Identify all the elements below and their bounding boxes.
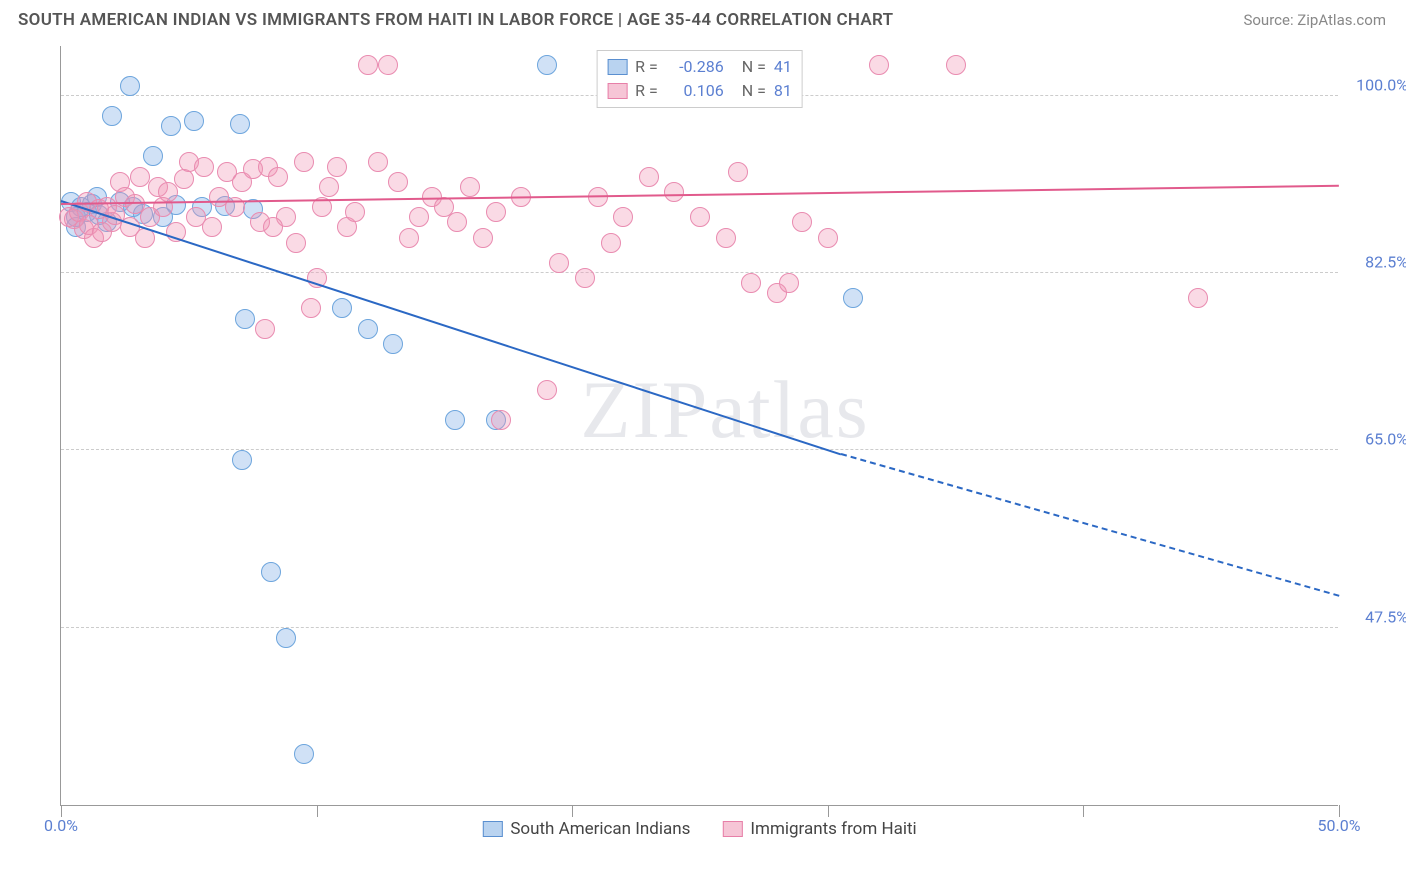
data-point bbox=[779, 273, 799, 293]
x-tick bbox=[317, 805, 318, 817]
data-point bbox=[664, 182, 684, 202]
chart-source: Source: ZipAtlas.com bbox=[1243, 11, 1386, 29]
legend-row: R = -0.286 N = 41 bbox=[607, 55, 792, 79]
data-point bbox=[460, 177, 480, 197]
y-tick-label: 65.0% bbox=[1365, 430, 1406, 449]
watermark: ZIPatlas bbox=[580, 363, 869, 457]
data-point bbox=[255, 319, 275, 339]
data-point bbox=[388, 172, 408, 192]
legend-swatch bbox=[607, 59, 627, 75]
plot-area: ZIPatlas R =-0.286N =41R =0.106N =81 Sou… bbox=[60, 46, 1338, 806]
data-point bbox=[235, 309, 255, 329]
legend-label: Immigrants from Haiti bbox=[750, 819, 916, 839]
data-point bbox=[263, 217, 283, 237]
data-point bbox=[368, 152, 388, 172]
data-point bbox=[601, 233, 621, 253]
n-label: N = bbox=[742, 55, 766, 79]
y-tick-label: 100.0% bbox=[1356, 75, 1406, 94]
data-point bbox=[946, 55, 966, 75]
data-point bbox=[294, 744, 314, 764]
data-point bbox=[869, 55, 889, 75]
data-point bbox=[327, 157, 347, 177]
data-point bbox=[202, 217, 222, 237]
data-point bbox=[486, 202, 506, 222]
data-point bbox=[549, 253, 569, 273]
data-point bbox=[230, 114, 250, 134]
data-point bbox=[537, 55, 557, 75]
r-label: R = bbox=[635, 79, 658, 103]
data-point bbox=[843, 288, 863, 308]
data-point bbox=[261, 562, 281, 582]
data-point bbox=[445, 410, 465, 430]
data-point bbox=[301, 298, 321, 318]
data-point bbox=[130, 167, 150, 187]
r-value: -0.286 bbox=[666, 55, 724, 79]
data-point bbox=[358, 319, 378, 339]
data-point bbox=[639, 167, 659, 187]
trend-line bbox=[61, 185, 1339, 205]
data-point bbox=[319, 177, 339, 197]
legend-label: South American Indians bbox=[510, 819, 690, 839]
data-point bbox=[447, 212, 467, 232]
legend-row: R = 0.106 N = 81 bbox=[607, 79, 792, 103]
r-label: R = bbox=[635, 55, 658, 79]
y-tick-label: 47.5% bbox=[1365, 607, 1406, 626]
data-point bbox=[378, 55, 398, 75]
y-tick-label: 82.5% bbox=[1365, 253, 1406, 272]
legend-swatch bbox=[607, 83, 627, 99]
x-tick bbox=[828, 805, 829, 817]
trend-line bbox=[840, 453, 1339, 597]
x-tick-label: 50.0% bbox=[1318, 816, 1361, 835]
n-label: N = bbox=[742, 79, 766, 103]
data-point bbox=[792, 212, 812, 232]
data-point bbox=[537, 380, 557, 400]
chart-title: SOUTH AMERICAN INDIAN VS IMMIGRANTS FROM… bbox=[18, 10, 893, 30]
legend-item: Immigrants from Haiti bbox=[722, 819, 916, 839]
data-point bbox=[818, 228, 838, 248]
data-point bbox=[120, 76, 140, 96]
x-tick-label: 0.0% bbox=[44, 816, 78, 835]
legend-swatch bbox=[482, 821, 502, 837]
data-point bbox=[194, 157, 214, 177]
gridline-horizontal bbox=[61, 272, 1338, 273]
n-value: 81 bbox=[774, 79, 792, 103]
data-point bbox=[102, 106, 122, 126]
data-point bbox=[1188, 288, 1208, 308]
data-point bbox=[184, 111, 204, 131]
x-tick bbox=[1083, 805, 1084, 817]
data-point bbox=[491, 410, 511, 430]
chart-header: SOUTH AMERICAN INDIAN VS IMMIGRANTS FROM… bbox=[0, 0, 1406, 36]
x-tick bbox=[572, 805, 573, 817]
data-point bbox=[613, 207, 633, 227]
data-point bbox=[286, 233, 306, 253]
data-point bbox=[276, 628, 296, 648]
data-point bbox=[143, 146, 163, 166]
gridline-horizontal bbox=[61, 449, 1338, 450]
data-point bbox=[716, 228, 736, 248]
data-point bbox=[741, 273, 761, 293]
legend-item: South American Indians bbox=[482, 819, 690, 839]
data-point bbox=[383, 334, 403, 354]
n-value: 41 bbox=[774, 55, 792, 79]
data-point bbox=[345, 202, 365, 222]
data-point bbox=[161, 116, 181, 136]
data-point bbox=[399, 228, 419, 248]
chart-container: In Labor Force | Age 35-44 ZIPatlas R =-… bbox=[38, 46, 1390, 838]
data-point bbox=[232, 450, 252, 470]
data-point bbox=[268, 167, 288, 187]
data-point bbox=[473, 228, 493, 248]
r-value: 0.106 bbox=[666, 79, 724, 103]
data-point bbox=[728, 162, 748, 182]
data-point bbox=[294, 152, 314, 172]
data-point bbox=[332, 298, 352, 318]
data-point bbox=[575, 268, 595, 288]
gridline-horizontal bbox=[61, 627, 1338, 628]
legend-swatch bbox=[722, 821, 742, 837]
correlation-legend: R = -0.286 N = 41 R = 0.106 N = 81 bbox=[596, 50, 803, 108]
data-point bbox=[358, 55, 378, 75]
series-legend: South American Indians Immigrants from Ha… bbox=[482, 819, 916, 839]
data-point bbox=[174, 169, 194, 189]
data-point bbox=[690, 207, 710, 227]
data-point bbox=[409, 207, 429, 227]
